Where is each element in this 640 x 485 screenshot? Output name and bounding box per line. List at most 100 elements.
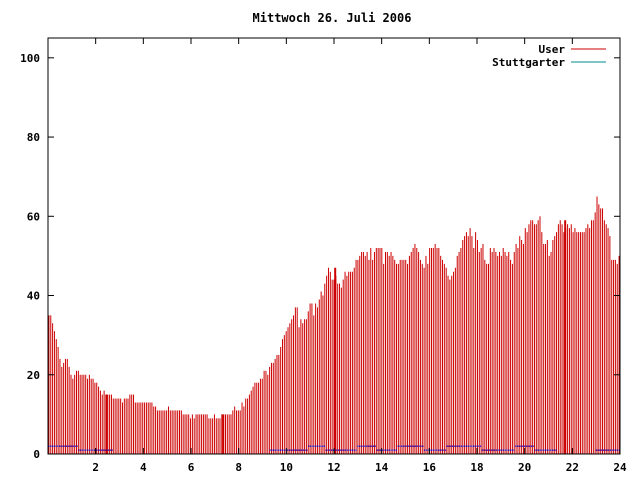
point-stuttgarter (416, 445, 419, 447)
point-stuttgarter (506, 449, 508, 451)
point-stuttgarter (67, 445, 69, 447)
point-stuttgarter (297, 449, 299, 451)
point-stuttgarter (551, 449, 554, 451)
point-stuttgarter (490, 449, 492, 451)
point-stuttgarter (597, 449, 599, 451)
point-stuttgarter (422, 445, 424, 447)
point-stuttgarter (543, 449, 545, 451)
point-stuttgarter (71, 445, 73, 447)
point-stuttgarter (455, 445, 457, 447)
x-axis: 2 4 6 8 10 12 14 16 18 20 22 24 (92, 38, 627, 474)
point-stuttgarter (276, 449, 278, 451)
point-stuttgarter (450, 445, 452, 447)
point-stuttgarter (499, 449, 501, 451)
point-stuttgarter (408, 445, 410, 447)
point-stuttgarter (316, 445, 319, 447)
point-stuttgarter (555, 449, 557, 451)
point-stuttgarter (106, 449, 108, 451)
point-stuttgarter (502, 449, 505, 451)
point-stuttgarter (64, 445, 66, 447)
point-stuttgarter (534, 449, 536, 451)
point-stuttgarter (341, 449, 343, 451)
point-stuttgarter (451, 445, 454, 447)
point-stuttgarter (111, 449, 113, 451)
x-tick-label: 2 (92, 461, 99, 474)
x-tick-label: 24 (613, 461, 627, 474)
point-stuttgarter (602, 449, 605, 451)
point-stuttgarter (541, 449, 543, 451)
point-stuttgarter (474, 445, 476, 447)
point-stuttgarter (504, 449, 506, 451)
point-stuttgarter (409, 445, 412, 447)
point-stuttgarter (78, 449, 80, 451)
point-stuttgarter (443, 449, 445, 451)
point-stuttgarter (432, 449, 434, 451)
point-stuttgarter (404, 445, 406, 447)
point-stuttgarter (85, 449, 87, 451)
point-stuttgarter (439, 449, 441, 451)
point-stuttgarter (309, 445, 312, 447)
point-stuttgarter (358, 445, 361, 447)
point-stuttgarter (387, 449, 389, 451)
point-stuttgarter (436, 449, 438, 451)
point-stuttgarter (311, 445, 313, 447)
point-stuttgarter (269, 449, 271, 451)
point-stuttgarter (511, 449, 513, 451)
point-stuttgarter (60, 445, 62, 447)
point-stuttgarter (90, 449, 92, 451)
point-stuttgarter (313, 445, 315, 447)
point-stuttgarter (467, 445, 469, 447)
y-tick-label: 80 (27, 131, 40, 144)
y-tick-label: 60 (27, 210, 40, 223)
point-stuttgarter (364, 445, 366, 447)
point-stuttgarter (318, 445, 320, 447)
point-stuttgarter (55, 445, 57, 447)
point-stuttgarter (618, 449, 620, 451)
point-stuttgarter (372, 445, 375, 447)
point-stuttgarter (536, 449, 538, 451)
point-stuttgarter (322, 445, 324, 447)
point-stuttgarter (472, 445, 475, 447)
point-stuttgarter (104, 449, 106, 451)
point-stuttgarter (330, 449, 333, 451)
point-stuttgarter (523, 445, 526, 447)
point-stuttgarter (58, 445, 61, 447)
point-stuttgarter (488, 449, 490, 451)
point-stuttgarter (390, 449, 392, 451)
x-tick-label: 10 (280, 461, 293, 474)
point-stuttgarter (599, 449, 601, 451)
point-stuttgarter (388, 449, 390, 451)
x-tick-label: 22 (566, 461, 579, 474)
point-stuttgarter (481, 449, 483, 451)
point-stuttgarter (302, 449, 304, 451)
point-stuttgarter (437, 449, 440, 451)
x-tick-label: 14 (375, 461, 389, 474)
point-stuttgarter (441, 449, 443, 451)
point-stuttgarter (274, 449, 276, 451)
point-stuttgarter (81, 449, 83, 451)
point-stuttgarter (532, 445, 534, 447)
point-stuttgarter (357, 445, 359, 447)
point-stuttgarter (334, 449, 336, 451)
point-stuttgarter (344, 449, 347, 451)
point-stuttgarter (272, 449, 275, 451)
point-stuttgarter (301, 449, 303, 451)
point-stuttgarter (369, 445, 371, 447)
point-stuttgarter (65, 445, 68, 447)
point-stuttgarter (501, 449, 503, 451)
point-stuttgarter (97, 449, 99, 451)
point-stuttgarter (315, 445, 317, 447)
point-stuttgarter (522, 445, 524, 447)
point-stuttgarter (72, 445, 75, 447)
point-stuttgarter (525, 445, 527, 447)
point-stuttgarter (411, 445, 413, 447)
point-stuttgarter (485, 449, 487, 451)
point-stuttgarter (50, 445, 52, 447)
point-stuttgarter (76, 445, 78, 447)
y-tick-label: 0 (33, 448, 40, 461)
point-stuttgarter (292, 449, 294, 451)
point-stuttgarter (325, 449, 327, 451)
point-stuttgarter (399, 445, 401, 447)
point-stuttgarter (527, 445, 529, 447)
